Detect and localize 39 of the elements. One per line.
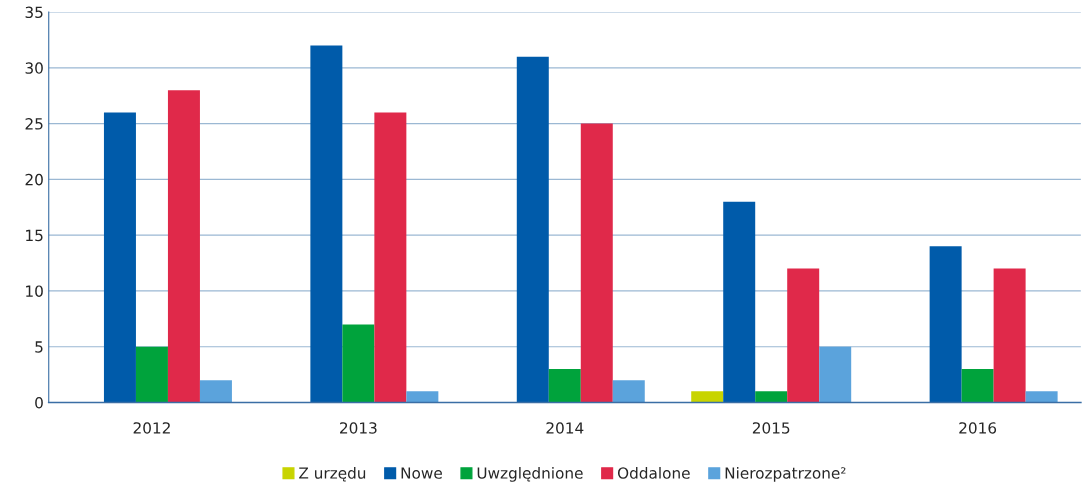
bar — [548, 369, 581, 403]
y-tick-label: 20 — [25, 173, 43, 186]
bar — [342, 324, 375, 403]
bar — [580, 123, 613, 403]
y-tick-label: 15 — [26, 229, 43, 242]
bar — [310, 45, 343, 403]
bar — [374, 112, 407, 403]
bar — [167, 90, 200, 403]
bar — [516, 56, 549, 403]
legend-label: Nowe — [401, 467, 442, 479]
legend-label: Oddalone — [617, 466, 690, 479]
bar — [199, 380, 232, 403]
bar — [755, 391, 788, 403]
bar — [961, 369, 994, 403]
x-tick-label: 2016 — [959, 422, 997, 434]
bar — [103, 112, 136, 403]
bar — [723, 201, 756, 403]
y-tick-label: 0 — [35, 396, 43, 409]
bar — [691, 391, 724, 403]
legend-label: Z urzędu — [299, 466, 366, 482]
bar — [1025, 391, 1058, 403]
legend-label: Uwzględnione — [477, 466, 583, 482]
bar — [787, 268, 820, 403]
x-tick-label: 2014 — [546, 422, 584, 434]
legend-label: Nierozpatrzone² — [725, 466, 846, 482]
y-tick-label: 30 — [25, 62, 43, 74]
x-tick-label: 2013 — [340, 422, 377, 434]
bar — [929, 246, 962, 403]
bar — [406, 391, 439, 403]
bar — [993, 268, 1026, 403]
x-tick-label: 2012 — [133, 422, 170, 434]
bar — [612, 380, 645, 403]
y-tick-label: 5 — [35, 341, 43, 353]
y-tick-label: 25 — [25, 118, 43, 130]
bar — [819, 346, 852, 403]
y-tick-label: 35 — [25, 6, 43, 19]
x-tick-label: 2015 — [752, 422, 790, 434]
y-tick-label: 10 — [26, 285, 43, 297]
bar — [135, 346, 168, 403]
